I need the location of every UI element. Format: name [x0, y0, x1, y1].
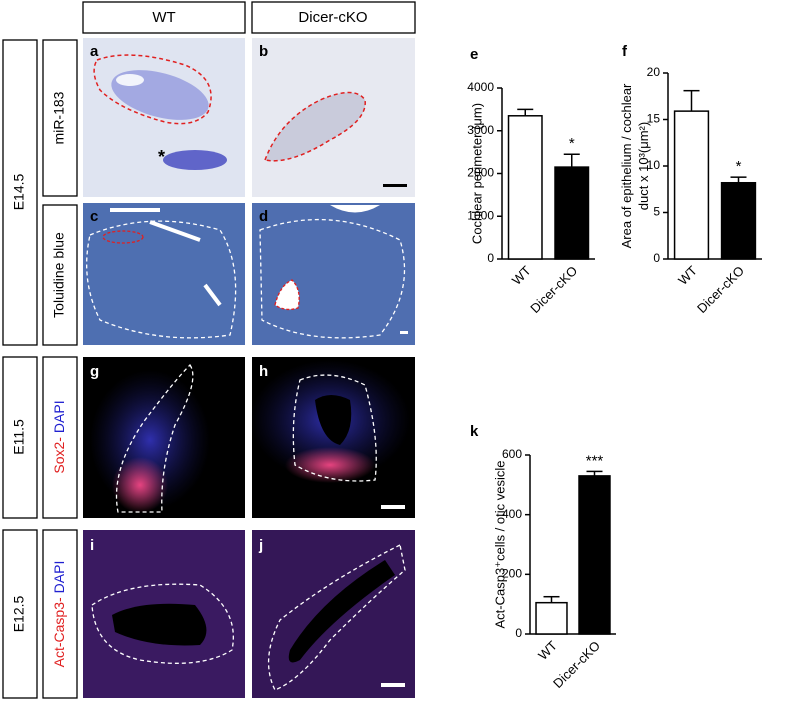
column-header: WT: [152, 9, 175, 26]
stage-box: [2, 529, 38, 699]
bar: [673, 110, 710, 260]
panel-letter: f: [622, 43, 628, 60]
stage-label: E14.5: [11, 173, 27, 210]
micrograph: [83, 203, 245, 345]
y-tick-label: 600: [502, 447, 522, 461]
micrograph: [83, 530, 245, 698]
y-axis-label-line: duct x 10³(μm²): [636, 122, 651, 210]
y-tick-label: 4000: [467, 80, 494, 94]
stain-label: Toluidine blue: [51, 232, 67, 318]
y-tick-label: 200: [502, 567, 522, 581]
stain-part: Sox2-: [51, 437, 67, 474]
stain-part: Act-Casp3-: [51, 597, 67, 667]
panel-letter: b: [259, 43, 268, 60]
significance: ***: [586, 452, 604, 469]
micrograph: [250, 357, 415, 518]
y-tick-label: 0: [653, 251, 660, 265]
x-tick-label: Dicer-cKO: [527, 263, 580, 316]
stain-label: Act-Casp3- DAPI: [51, 561, 67, 668]
stain-box: [42, 529, 78, 699]
stage-label: E12.5: [11, 595, 27, 632]
micrograph: [252, 530, 415, 698]
bar: [554, 166, 590, 260]
micrograph: [83, 357, 245, 518]
y-tick-label: 5: [653, 205, 660, 219]
micrograph: [252, 38, 415, 197]
stage-box: [2, 356, 38, 519]
stain-box: [42, 204, 78, 346]
stain-part: DAPI: [51, 400, 67, 433]
y-tick-label: 3000: [467, 123, 494, 137]
bar: [720, 181, 757, 260]
panel-letter: c: [90, 208, 98, 225]
stain-box: [42, 39, 78, 197]
x-tick-label: WT: [535, 638, 560, 663]
header-box: [251, 1, 416, 34]
column-header: Dicer-cKO: [298, 9, 367, 26]
y-axis-label: Area of epithelium / cochlear duct x 10³(…: [619, 83, 651, 248]
bar: [507, 115, 543, 260]
asterisk: *: [158, 147, 165, 167]
x-tick-label: Dicer-cKO: [694, 263, 747, 316]
stain-box: [42, 356, 78, 519]
significance: *: [569, 135, 575, 152]
bar: [578, 475, 611, 635]
micrograph: [252, 203, 415, 345]
micrograph: [83, 38, 245, 197]
y-tick-label: 10: [647, 158, 661, 172]
panel-letter: e: [470, 46, 478, 63]
y-tick-label: 15: [647, 112, 661, 126]
y-axis-label-line: Area of epithelium / cochlear: [619, 83, 634, 248]
x-tick-label: WT: [675, 263, 700, 288]
y-tick-label: 1000: [467, 208, 494, 222]
stage-label: E11.5: [11, 419, 27, 455]
y-axis-label: Cochlear perimeter (μm): [469, 103, 484, 244]
stage-box: [2, 39, 38, 346]
panel-letter: i: [90, 537, 94, 554]
panel-letter: a: [90, 43, 99, 60]
panel-letter: j: [258, 537, 263, 554]
significance: *: [736, 158, 742, 175]
stain-label: Sox2- DAPI: [51, 400, 67, 473]
y-tick-label: 400: [502, 507, 522, 521]
stain-part: DAPI: [51, 561, 67, 594]
panel-letter: d: [259, 208, 268, 225]
panel-letter: h: [259, 363, 268, 380]
x-tick-label: WT: [509, 263, 534, 288]
stain-label: miR-183: [51, 91, 67, 144]
y-tick-label: 0: [515, 626, 522, 640]
header-box: [82, 1, 246, 34]
x-tick-label: Dicer-cKO: [550, 638, 603, 691]
y-tick-label: 2000: [467, 166, 494, 180]
panel-letter: g: [90, 363, 99, 380]
panel-letter: k: [470, 423, 479, 440]
y-tick-label: 20: [647, 65, 661, 79]
bar: [535, 601, 568, 635]
y-tick-label: 0: [487, 251, 494, 265]
y-axis-label: Act-Casp3⁺cells / otic vesicle: [492, 461, 507, 629]
